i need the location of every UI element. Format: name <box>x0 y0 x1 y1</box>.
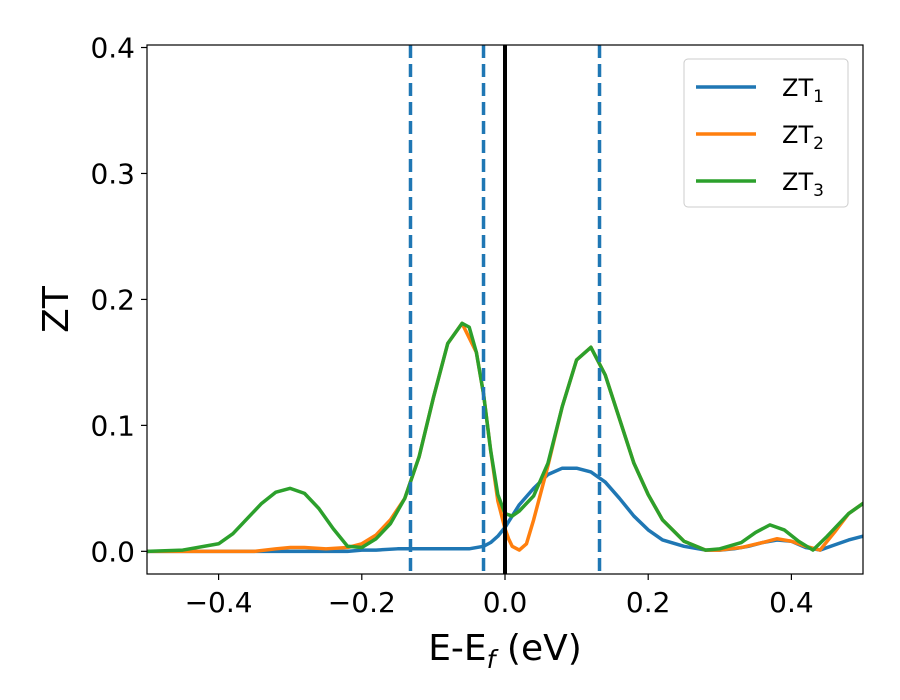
y-axis-label: ZT <box>36 285 77 333</box>
axes: −0.4 −0.2 0.0 0.2 0.4 0.0 0.1 0.2 0.3 0.4 E-Ef (eV… <box>36 32 864 674</box>
legend-box <box>683 58 849 208</box>
x-tick-label: 0.4 <box>769 586 814 619</box>
plot-area <box>147 45 863 574</box>
legend-label-zt1: ZT1 <box>782 74 824 107</box>
y-tick-label: 0.4 <box>90 32 135 65</box>
legend-label-zt2: ZT2 <box>782 121 824 154</box>
y-tick-label: 0.1 <box>90 409 135 442</box>
x-tick-label: −0.4 <box>185 586 253 619</box>
legend: ZT1 ZT2 ZT3 <box>683 58 849 208</box>
x-tick-label: 0.2 <box>626 586 671 619</box>
legend-label-zt3: ZT3 <box>782 168 824 201</box>
x-axis-label: E-Ef (eV) <box>428 628 582 674</box>
y-tick-label: 0.2 <box>90 283 135 316</box>
series-line-zt2 <box>147 321 863 554</box>
x-tick-label: 0.0 <box>483 586 528 619</box>
x-tick-label: −0.2 <box>328 586 396 619</box>
y-tick-label: 0.0 <box>90 535 135 568</box>
y-tick-label: 0.3 <box>90 157 135 190</box>
